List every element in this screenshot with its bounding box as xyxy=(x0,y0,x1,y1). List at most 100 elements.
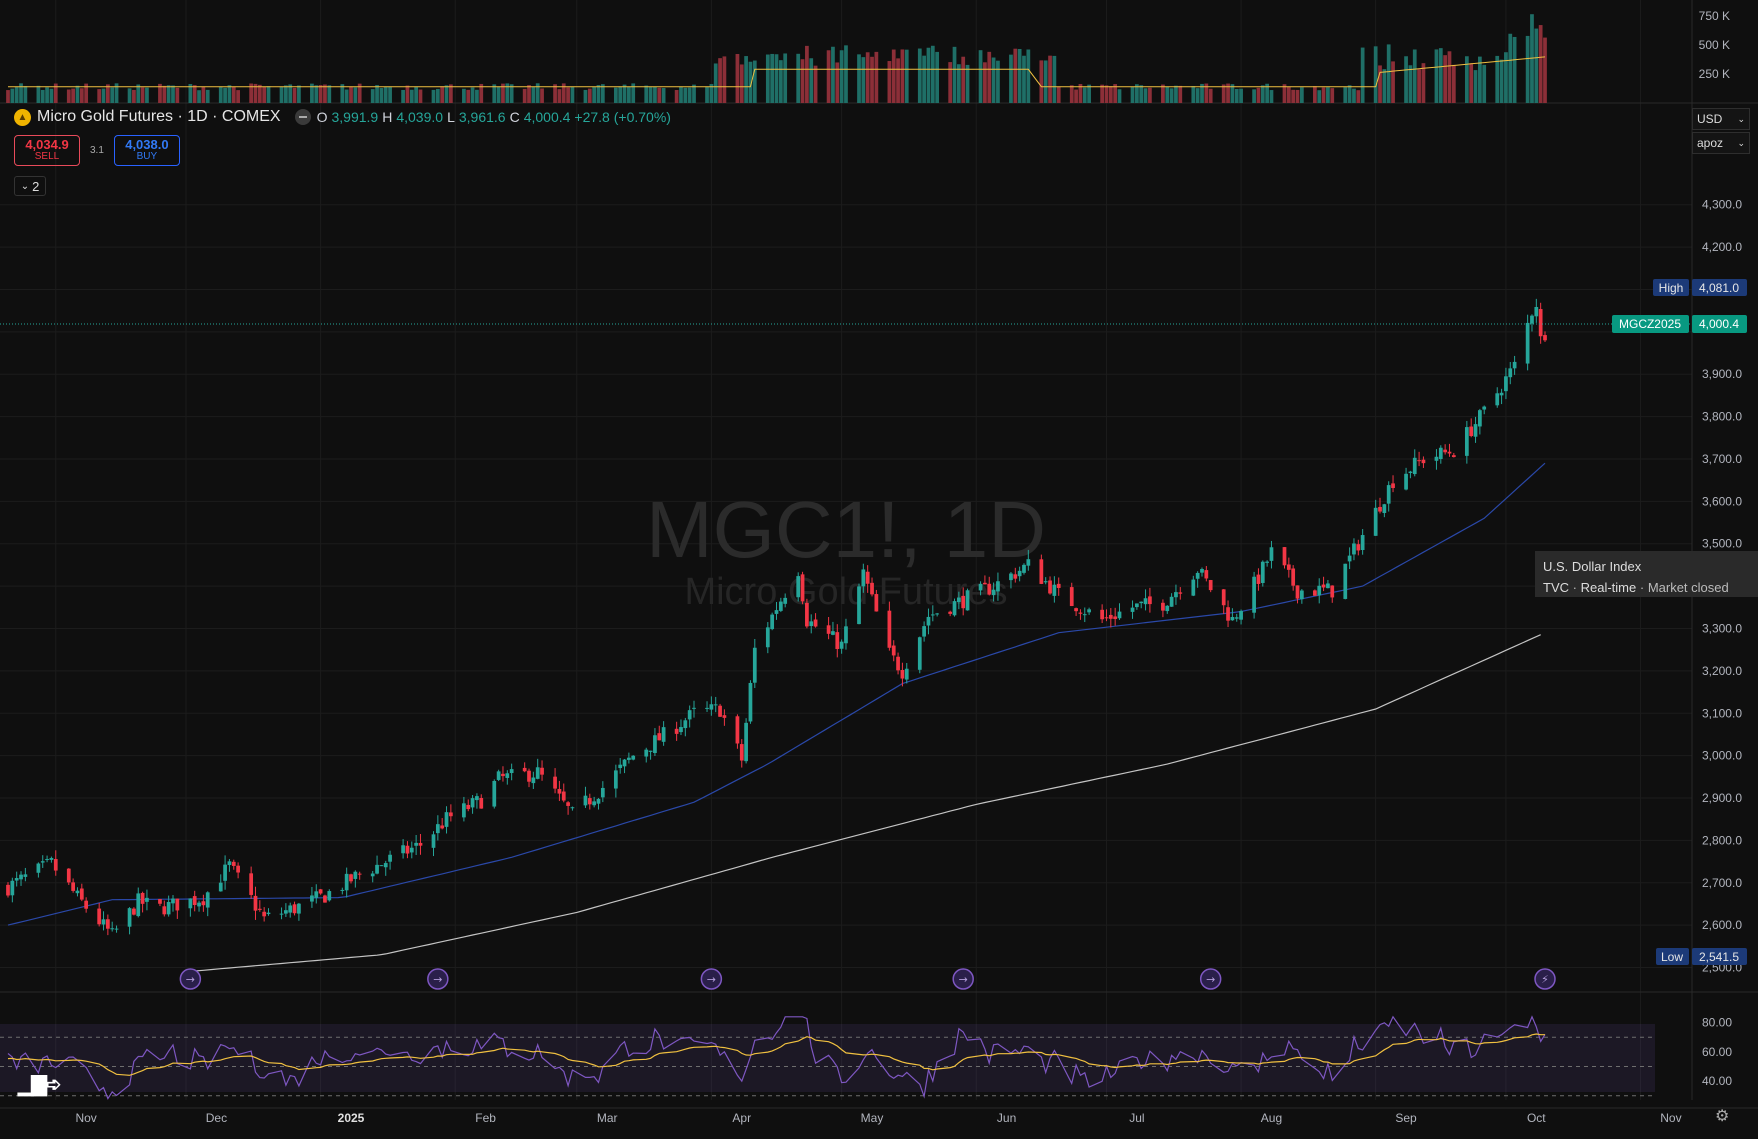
candle xyxy=(1208,579,1213,593)
candle xyxy=(162,900,167,917)
volume-bar xyxy=(475,89,479,103)
candle xyxy=(1022,563,1026,575)
volume-bar xyxy=(1174,85,1178,103)
candle xyxy=(1412,449,1417,477)
candle-body xyxy=(14,878,19,881)
candle xyxy=(1473,416,1478,443)
volume-bar xyxy=(613,87,618,103)
chevron-down-icon: ⌄ xyxy=(1737,113,1745,124)
candle-body xyxy=(1260,561,1265,583)
currency-select[interactable]: USD ⌄ xyxy=(1692,108,1750,130)
candle-body xyxy=(310,895,314,902)
candle-body xyxy=(375,864,379,874)
candle-body xyxy=(1161,602,1165,611)
volume-bar xyxy=(292,87,297,103)
candle xyxy=(835,624,840,658)
volume-bar xyxy=(1017,48,1022,103)
volume-bar xyxy=(722,56,727,103)
volume-bar xyxy=(375,85,379,103)
candle-body xyxy=(344,873,349,891)
candle-body xyxy=(965,590,970,611)
gear-icon[interactable]: ⚙ xyxy=(1715,1108,1730,1125)
candle-body xyxy=(522,767,527,772)
candle-body xyxy=(1252,576,1256,613)
hide-legend-icon[interactable] xyxy=(294,109,311,125)
volume-bar xyxy=(900,49,905,103)
scale-mode-select[interactable]: apoz ⌄ xyxy=(1692,132,1750,154)
candle-body xyxy=(987,583,992,595)
candle xyxy=(922,621,926,642)
candle-body xyxy=(1117,611,1122,619)
candle xyxy=(323,894,327,903)
collapse-indicators-button[interactable]: ⌄ 2 xyxy=(14,176,46,196)
symbol-legend[interactable]: ▲ Micro Gold Futures · 1D · COMEX O 3,991… xyxy=(14,108,671,126)
volume-bar xyxy=(587,88,592,103)
candle-body xyxy=(431,834,436,848)
candle-body xyxy=(783,597,788,604)
candle-body xyxy=(778,601,783,611)
candles[interactable] xyxy=(6,298,1547,936)
candle-body xyxy=(19,874,23,880)
event-marker-glyph: → xyxy=(1206,973,1215,986)
volume-bar xyxy=(1382,69,1387,103)
candle-body xyxy=(136,893,141,917)
candle xyxy=(1451,452,1456,458)
candle xyxy=(401,839,405,859)
candle xyxy=(166,895,171,917)
volume-bar xyxy=(1326,87,1330,103)
volume-bar xyxy=(218,86,223,103)
candle xyxy=(353,870,358,888)
candle-body xyxy=(713,704,718,706)
volume-bar xyxy=(1299,87,1304,103)
volume-bar xyxy=(531,86,536,103)
candle-body xyxy=(952,601,957,616)
volume-bar xyxy=(158,83,162,103)
candle-body xyxy=(66,868,71,883)
sell-button[interactable]: 4,034.9 SELL xyxy=(14,135,80,166)
candle xyxy=(1482,405,1487,415)
candle xyxy=(1204,566,1209,582)
volume-bar xyxy=(318,85,323,103)
candle-body xyxy=(991,589,996,596)
high-label: High xyxy=(1659,281,1684,295)
candle-body xyxy=(1074,608,1078,612)
volume-bar xyxy=(297,85,301,103)
tradingview-logo-icon[interactable]: ▁▇➪ xyxy=(18,1074,62,1096)
candle-body xyxy=(71,882,75,891)
candle xyxy=(679,719,683,736)
candle-body xyxy=(249,873,254,895)
candle xyxy=(1469,418,1474,438)
candle xyxy=(284,903,288,917)
candle-body xyxy=(926,616,931,626)
candle xyxy=(1026,549,1031,571)
candle xyxy=(327,889,332,902)
rsi-line xyxy=(7,1015,1546,1100)
buy-button[interactable]: 4,038.0 BUY xyxy=(113,135,180,166)
volume-bar xyxy=(127,88,132,103)
volume-bar xyxy=(1226,83,1230,103)
symbol-title[interactable]: Micro Gold Futures · 1D · COMEX xyxy=(37,108,281,125)
candle xyxy=(475,793,479,809)
candle xyxy=(900,662,905,687)
price-scale[interactable]: 4,300.04,200.04,100.03,900.03,800.03,700… xyxy=(1702,198,1742,975)
time-axis[interactable]: Nov Dec 2025 Feb Mar Apr May Jun Jul Aug Sep Oct Nov xyxy=(0,1107,1758,1125)
candle-body xyxy=(1100,609,1105,620)
volume-bar xyxy=(831,46,835,103)
volume-bar xyxy=(952,46,957,103)
candle xyxy=(1043,577,1048,585)
volume-bar xyxy=(509,84,514,103)
ma-short-line xyxy=(7,462,1546,926)
candle xyxy=(1421,456,1426,468)
candle-body xyxy=(1434,456,1439,461)
volume-bar xyxy=(1009,54,1013,103)
volume-bar xyxy=(561,83,566,103)
candle-body xyxy=(1143,598,1148,605)
high-value: 4,081.0 xyxy=(1699,281,1739,295)
event-markers[interactable]: → → → → → ⚡ xyxy=(179,968,1556,990)
time-axis-label: Dec xyxy=(206,1111,227,1125)
candle xyxy=(870,577,874,597)
candle xyxy=(965,588,970,611)
candle-body xyxy=(158,899,162,904)
candle-body xyxy=(1299,590,1304,600)
